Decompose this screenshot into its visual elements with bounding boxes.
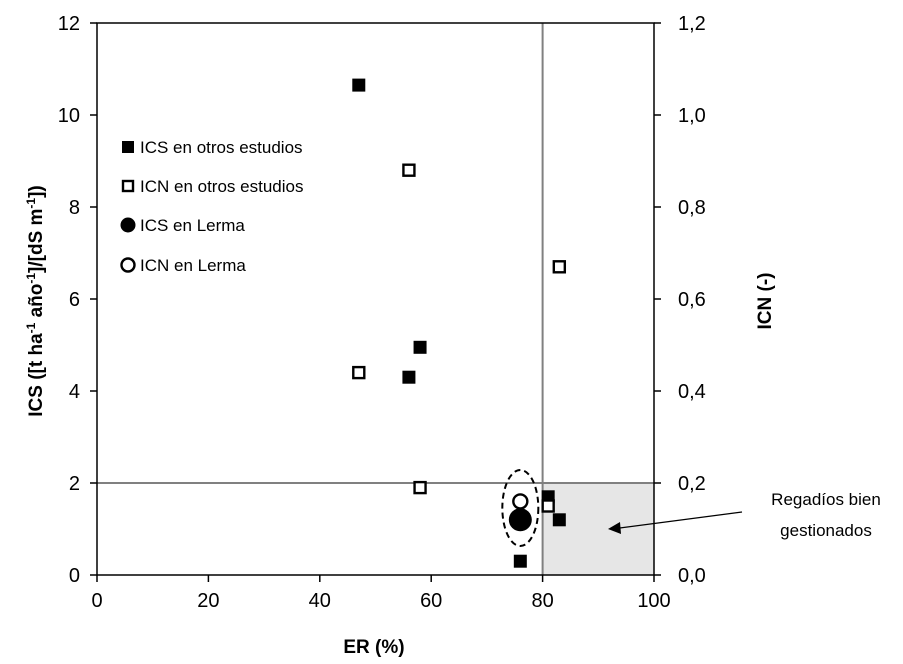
y-right-tick-label: 0,6 (678, 289, 706, 311)
ics-other-marker (402, 370, 416, 384)
y-axis-title-right: ICN (-) (755, 273, 776, 330)
x-tick-label: 60 (420, 590, 442, 612)
y-right-tick-label: 0,2 (678, 473, 706, 495)
legend-marker (122, 141, 134, 153)
icn-other-marker (552, 260, 567, 274)
ics-other-marker (513, 554, 527, 568)
legend-label: ICN en Lerma (140, 256, 246, 275)
legend-marker (120, 217, 136, 233)
y-right-tick-label: 1,2 (678, 13, 706, 35)
y-left-tick-label: 8 (69, 197, 80, 219)
y-right-tick-label: 1,0 (678, 105, 706, 127)
y-axis-title-left: ICS ([t ha-1 año-1]/[dS m-1]) (24, 185, 47, 417)
x-tick-label: 40 (309, 590, 331, 612)
x-tick-label: 100 (637, 590, 670, 612)
legend-marker (121, 179, 135, 193)
y-right-tick-label: 0,0 (678, 565, 706, 587)
legend: ICS en otros estudios ICN en otros estudi… (120, 138, 303, 275)
annotation-arrowhead (608, 522, 621, 534)
ics-lerma-marker (508, 508, 532, 532)
axis-ticks: 0 20 40 60 80 100 0 2 4 6 8 10 12 0,0 0,2 0,4 0,6 0,8 1,0 1… (58, 13, 706, 612)
annotation-line-1: Regadíos bien (771, 490, 881, 509)
y-left-tick-label: 12 (58, 13, 80, 35)
y-left-tick-label: 0 (69, 565, 80, 587)
legend-label: ICS en Lerma (140, 216, 245, 235)
y-right-tick-label: 0,8 (678, 197, 706, 219)
lerma-highlight-ellipse (501, 469, 540, 547)
y-left-tick-label: 2 (69, 473, 80, 495)
ics-other-marker (352, 78, 366, 92)
icn-other-marker (541, 499, 555, 513)
legend-label: ICN en otros estudios (140, 177, 303, 196)
y-left-tick-label: 4 (69, 381, 80, 403)
annotation-arrow (611, 511, 743, 530)
y-left-tick-label: 10 (58, 105, 80, 127)
x-tick-label: 0 (91, 590, 102, 612)
icn-lerma-marker (512, 493, 529, 510)
icn-other-marker (413, 480, 427, 495)
ics-other-marker (413, 340, 427, 354)
legend-marker (120, 257, 136, 273)
x-axis-title: ER (%) (343, 637, 404, 658)
shaded-region (542, 483, 654, 575)
ics-other-marker (552, 513, 566, 527)
legend-label: ICS en otros estudios (140, 138, 303, 157)
x-tick-label: 80 (531, 590, 553, 612)
annotation-line-2: gestionados (780, 521, 872, 540)
y-left-tick-label: 6 (69, 289, 80, 311)
data-marks (352, 78, 567, 568)
y-right-tick-label: 0,4 (678, 381, 706, 403)
annotation: Regadíos bien gestionados (608, 490, 881, 540)
icn-other-marker (402, 163, 416, 177)
icn-other-marker (352, 365, 366, 380)
x-tick-label: 20 (197, 590, 219, 612)
